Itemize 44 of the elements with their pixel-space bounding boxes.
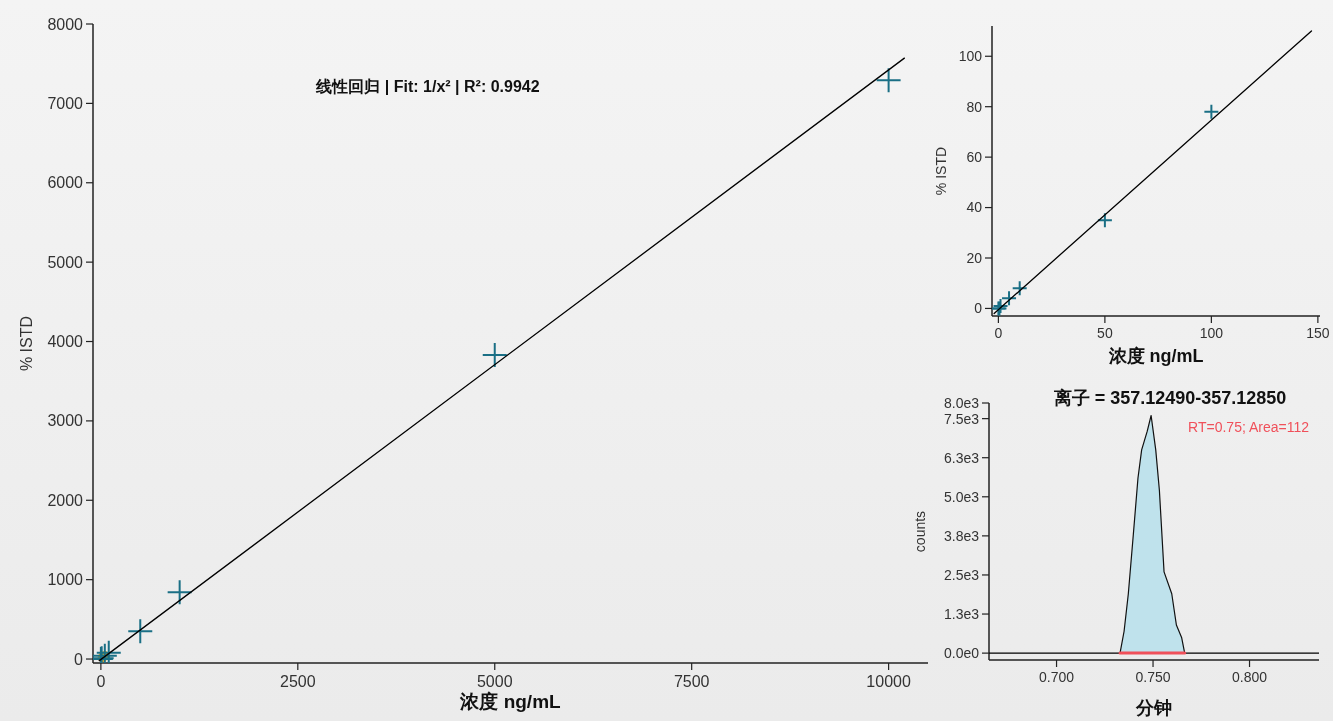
x-axis-title: 浓度 ng/mL bbox=[1107, 346, 1204, 366]
x-tick-label: 10000 bbox=[866, 673, 911, 690]
y-tick-label: 80 bbox=[966, 98, 983, 115]
y-tick-label: 0 bbox=[74, 650, 84, 668]
x-tick-label: 0 bbox=[994, 325, 1003, 341]
x-tick-label: 7500 bbox=[673, 673, 710, 690]
y-tick-label: 8000 bbox=[47, 15, 84, 33]
y-tick-label: 5000 bbox=[47, 253, 84, 271]
y-tick-label: 6.3e3 bbox=[943, 449, 980, 466]
y-axis-title: % ISTD bbox=[933, 146, 949, 196]
y-tick-label: 20 bbox=[966, 249, 983, 266]
y-tick-label: 60 bbox=[966, 149, 983, 166]
annotation: 线性回归 | Fit: 1/x² | R²: 0.9942 bbox=[315, 78, 540, 95]
y-tick-label: 6000 bbox=[47, 174, 84, 192]
x-tick-label: 2500 bbox=[280, 673, 316, 690]
x-tick-label: 0.800 bbox=[1232, 669, 1268, 685]
y-tick-label: 8.0e3 bbox=[943, 394, 980, 411]
y-tick-label: 3.8e3 bbox=[943, 527, 980, 544]
x-axis-title: 浓度 ng/mL bbox=[459, 691, 562, 712]
y-tick-label: 5.0e3 bbox=[943, 488, 980, 505]
y-tick-label: 2000 bbox=[47, 491, 84, 509]
y-axis-title: counts bbox=[912, 510, 928, 553]
x-tick-label: 0 bbox=[96, 673, 106, 690]
y-tick-label: 2.5e3 bbox=[943, 566, 980, 583]
y-tick-label: 7000 bbox=[47, 94, 84, 112]
annotation: RT=0.75; Area=112 bbox=[1188, 419, 1310, 435]
chart-title: 离子 = 357.12490-357.12850 bbox=[1052, 388, 1287, 408]
y-tick-label: 40 bbox=[966, 199, 983, 216]
x-tick-label: 0.700 bbox=[1039, 669, 1075, 685]
x-tick-label: 50 bbox=[1097, 325, 1113, 341]
y-axis-title: % ISTD bbox=[18, 315, 35, 372]
y-tick-label: 0.0e0 bbox=[943, 645, 980, 662]
x-axis-title: 分钟 bbox=[1135, 698, 1172, 718]
y-tick-label: 0 bbox=[974, 300, 983, 317]
y-tick-label: 1.3e3 bbox=[943, 605, 980, 622]
y-tick-label: 1000 bbox=[47, 571, 84, 589]
y-tick-label: 3000 bbox=[47, 412, 84, 430]
y-tick-label: 4000 bbox=[47, 333, 84, 351]
x-tick-label: 100 bbox=[1199, 325, 1224, 341]
x-tick-label: 0.750 bbox=[1135, 669, 1171, 685]
x-tick-label: 5000 bbox=[476, 673, 513, 690]
y-tick-label: 100 bbox=[958, 48, 983, 65]
x-tick-label: 150 bbox=[1306, 325, 1330, 341]
y-tick-label: 7.5e3 bbox=[943, 410, 980, 427]
